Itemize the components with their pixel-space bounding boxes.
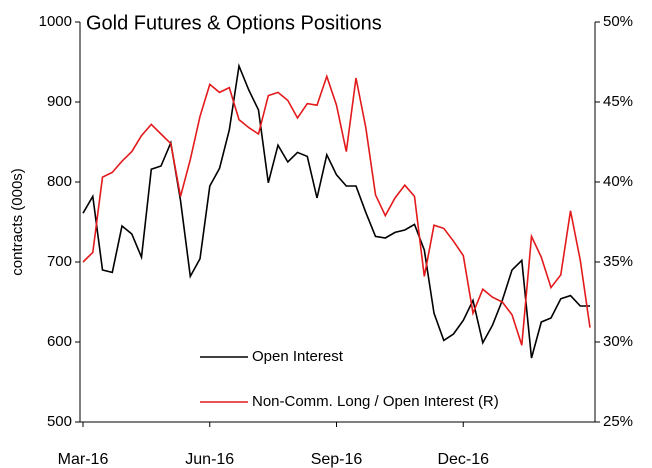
x-tick-label: Sep-16 <box>311 451 363 468</box>
chart-title: Gold Futures & Options Positions <box>86 12 382 34</box>
series-line <box>82 63 590 359</box>
y-tick-label: 800 <box>47 173 72 190</box>
y-tick-label: 500 <box>47 413 72 430</box>
y2-tick-label: 35% <box>603 253 633 270</box>
legend-label: Open Interest <box>252 348 344 365</box>
y2-tick-label: 50% <box>603 13 633 30</box>
y-axis-label: contracts (000s) <box>9 168 26 276</box>
legend-label: Non-Comm. Long / Open Interest (R) <box>252 393 499 410</box>
y-tick-label: 900 <box>47 93 72 110</box>
y2-tick-label: 45% <box>603 93 633 110</box>
y2-tick-label: 25% <box>603 413 633 430</box>
series-line <box>82 73 591 346</box>
y-tick-label: 1000 <box>39 13 72 30</box>
y-tick-label: 600 <box>47 333 72 350</box>
y2-tick-label: 30% <box>603 333 633 350</box>
x-tick-label: Mar-16 <box>58 451 109 468</box>
x-tick-label: Dec-16 <box>437 451 489 468</box>
x-tick-label: Jun-16 <box>185 451 234 468</box>
y2-tick-label: 40% <box>603 173 633 190</box>
y-tick-label: 700 <box>47 253 72 270</box>
